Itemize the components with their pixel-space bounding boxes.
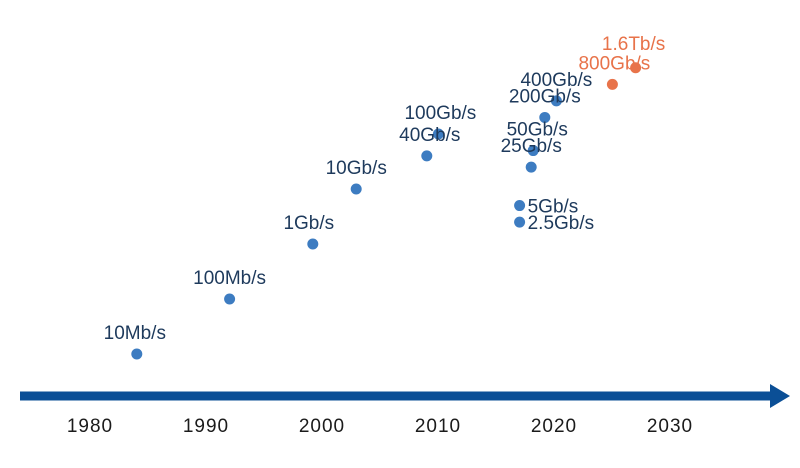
- data-label-200gb-s: 200Gb/s: [509, 86, 581, 107]
- data-point-100mb-s: [224, 293, 236, 305]
- tick-labels-group: 1980 1990 2000 2010 2020 2030: [67, 416, 693, 437]
- data-label-50gb-s: 50Gb/s: [507, 120, 568, 141]
- data-label-1-6tb-s: 1.6Tb/s: [602, 34, 665, 55]
- data-label-40gb-s: 40Gb/s: [399, 125, 460, 146]
- x-tick-label-2000: 2000: [299, 416, 345, 437]
- data-label-25gb-s: 25Gb/s: [501, 136, 562, 157]
- data-point-400gb-s: [550, 95, 562, 107]
- data-points-group: [131, 62, 642, 360]
- data-point-25gb-s: [525, 161, 537, 173]
- data-point-100gb-s: [432, 128, 444, 140]
- x-tick-label-2030: 2030: [647, 416, 693, 437]
- data-point-40gb-s: [421, 150, 433, 162]
- data-label-2-5gb-s: 2.5Gb/s: [528, 213, 595, 234]
- axis-layer: [20, 384, 790, 408]
- data-label-1gb-s: 1Gb/s: [283, 213, 334, 234]
- data-point-200gb-s: [539, 111, 551, 123]
- data-point-800gb-s: [606, 78, 618, 90]
- x-tick-label-1980: 1980: [67, 416, 113, 437]
- data-point-2-5gb-s: [514, 216, 526, 228]
- data-label-100mb-s: 100Mb/s: [193, 268, 266, 289]
- data-label-5gb-s: 5Gb/s: [528, 197, 579, 218]
- data-point-10gb-s: [350, 183, 362, 195]
- data-label-100gb-s: 100Gb/s: [404, 103, 476, 124]
- x-tick-label-2010: 2010: [415, 416, 461, 437]
- x-tick-label-1990: 1990: [183, 416, 229, 437]
- timeline-axis-arrowhead: [770, 384, 790, 408]
- data-label-800gb-s: 800Gb/s: [578, 53, 650, 74]
- x-tick-label-2020: 2020: [531, 416, 577, 437]
- data-label-400gb-s: 400Gb/s: [520, 70, 592, 91]
- data-point-1-6tb-s: [630, 62, 642, 74]
- data-point-50gb-s: [527, 145, 539, 157]
- data-label-10gb-s: 10Gb/s: [326, 158, 387, 179]
- data-point-1gb-s: [307, 238, 319, 250]
- data-label-10mb-s: 10Mb/s: [104, 323, 166, 344]
- data-point-10mb-s: [131, 348, 143, 360]
- data-point-5gb-s: [514, 200, 526, 212]
